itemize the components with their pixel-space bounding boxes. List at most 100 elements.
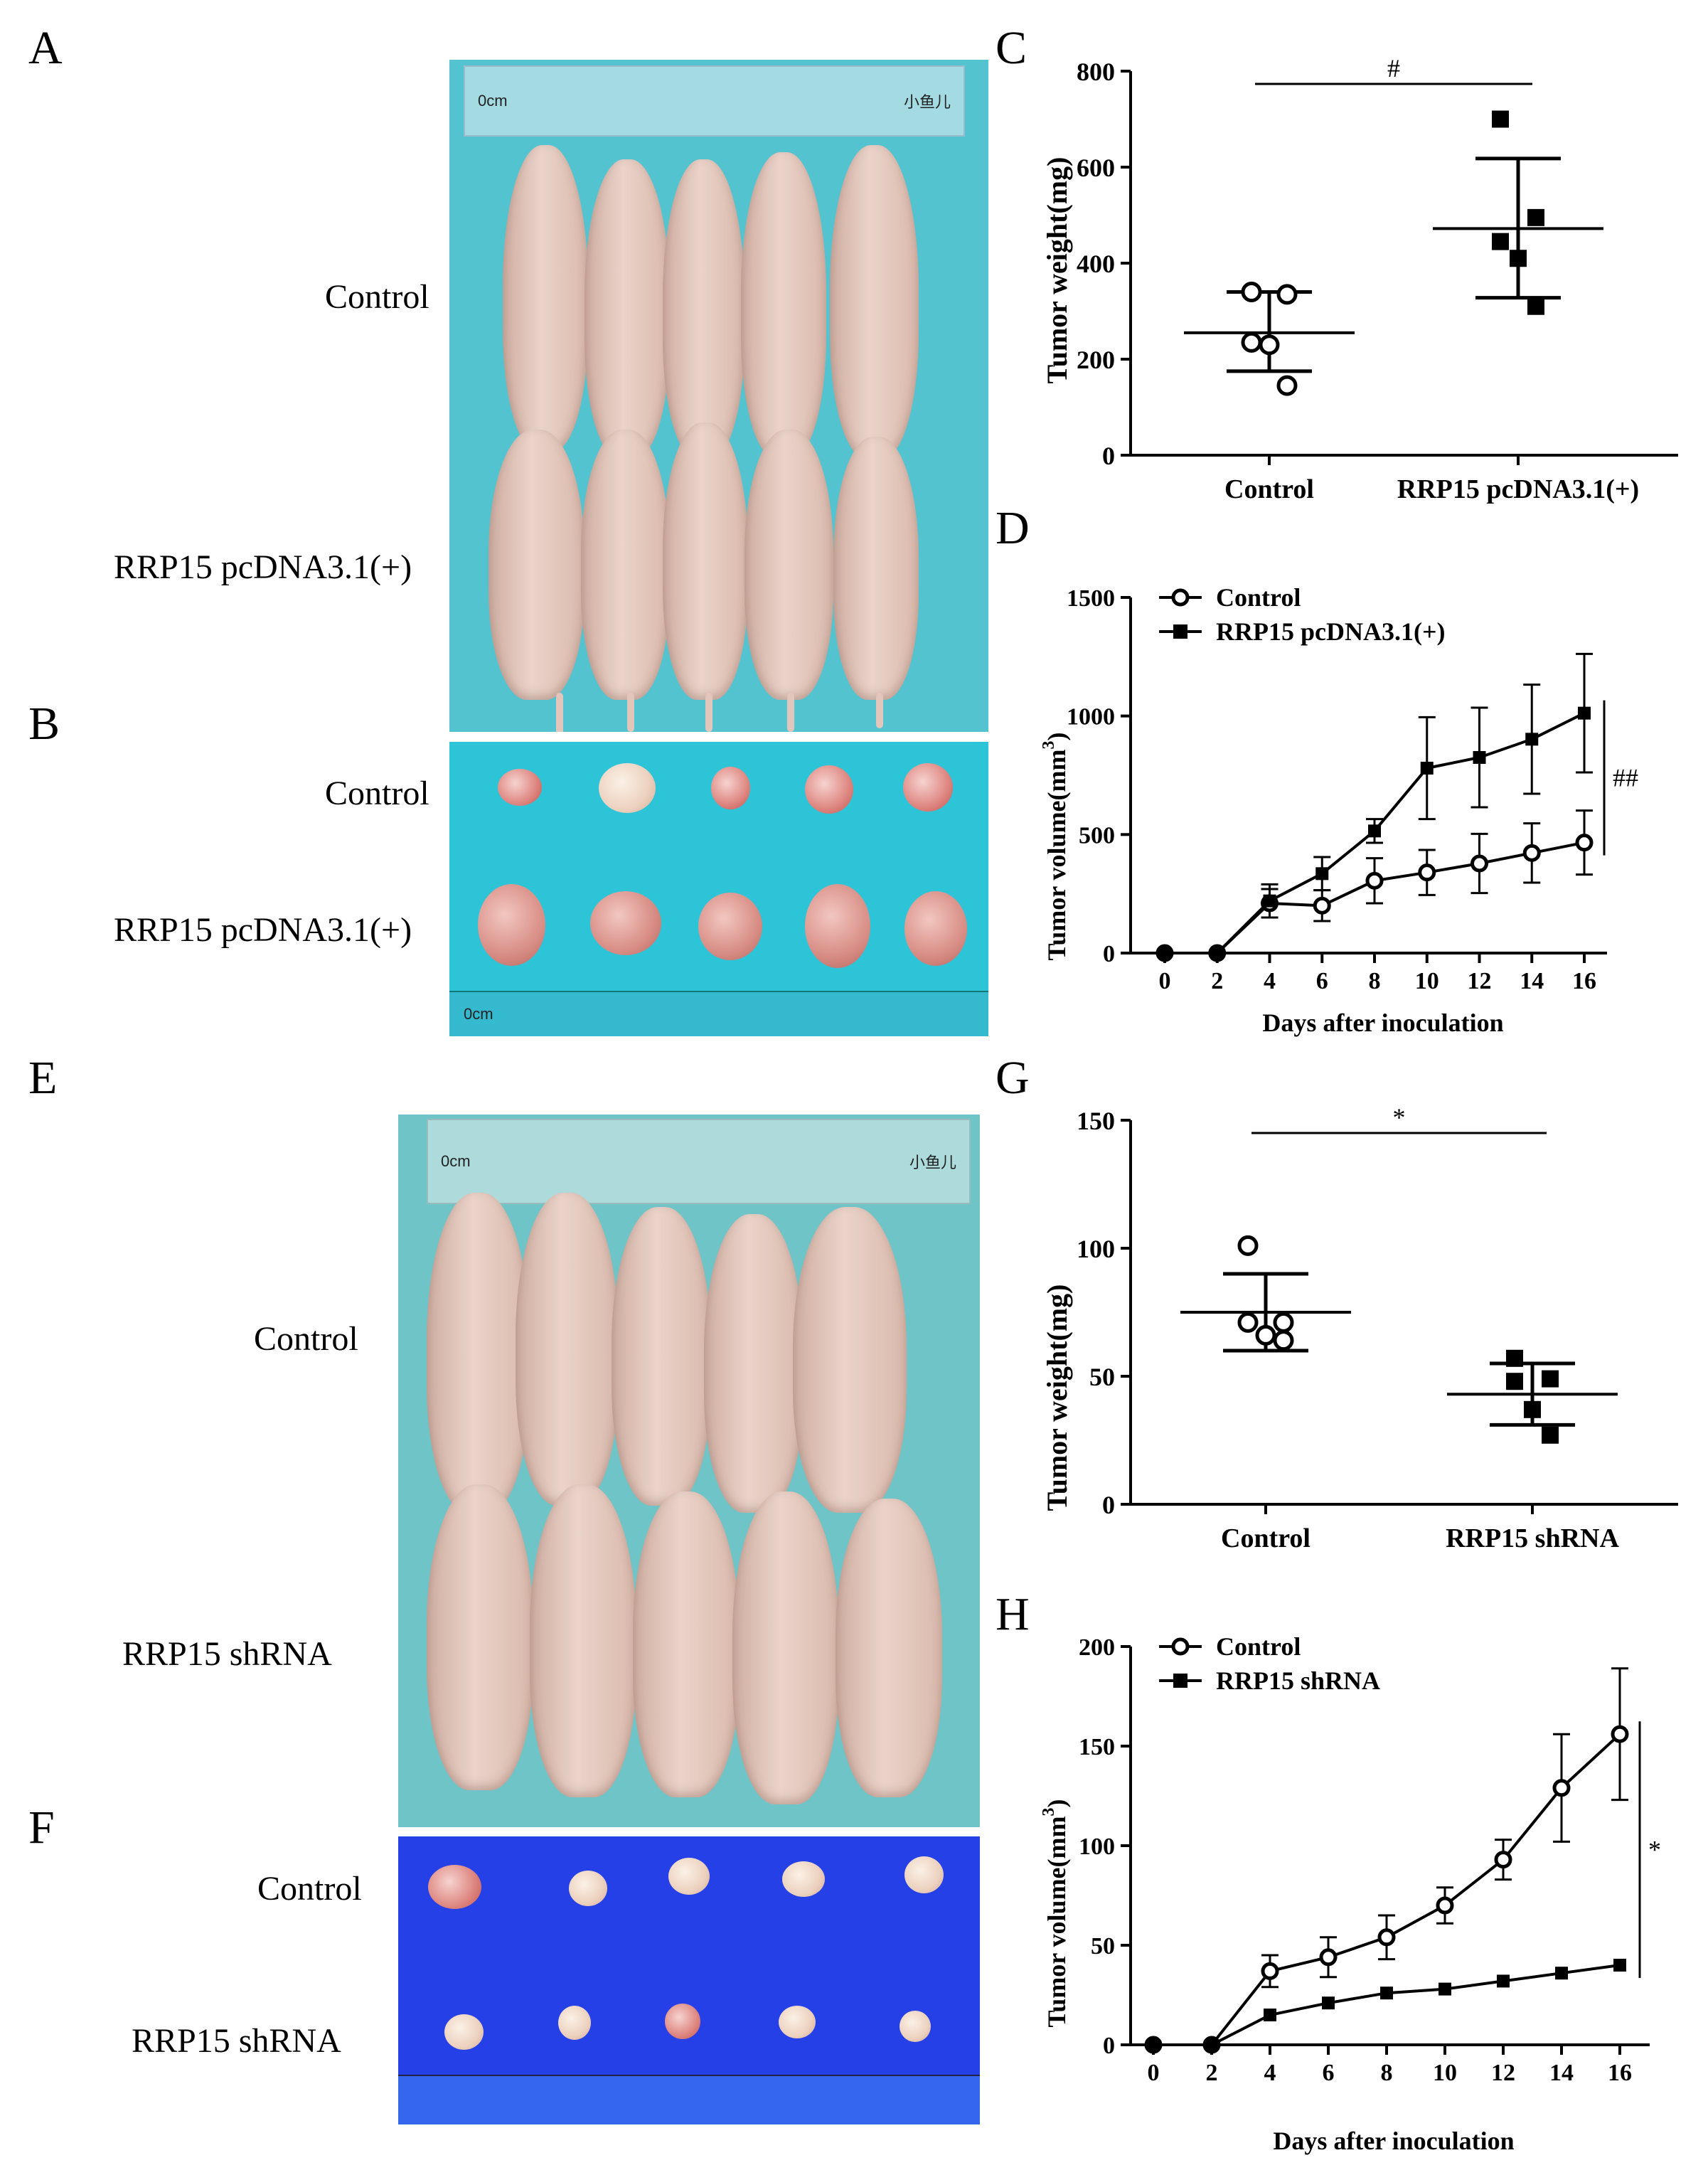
mouse — [663, 159, 744, 458]
mouse — [732, 1491, 839, 1804]
panel-letter-f: F — [28, 1802, 55, 1853]
chart-c-data-point — [1259, 334, 1280, 356]
mouse — [741, 152, 826, 458]
ruler-brand-label: 小鱼儿 — [903, 93, 951, 111]
chart-h-ylabel: Tumor volume(mm3) — [1040, 1799, 1071, 2028]
chart-d-data-point — [1420, 762, 1434, 775]
panel-letter-h: H — [996, 1588, 1030, 1640]
tumor — [498, 769, 542, 806]
chart-h-xlabel: Days after inoculation — [1273, 2127, 1514, 2155]
chart-g-data-point — [1542, 1370, 1559, 1388]
row-label-a-control: Control — [325, 278, 429, 316]
chart-d-data-point — [1471, 854, 1488, 873]
chart-d-ytick-label: 1000 — [1067, 704, 1115, 730]
chart-h-data-point — [1322, 1996, 1335, 2010]
chart-c-ytick-label: 0 — [1102, 442, 1115, 470]
tumor — [903, 763, 953, 812]
chart-d-ytick-label: 0 — [1103, 941, 1115, 967]
mouse — [704, 1214, 804, 1513]
chart-g-ytick-label: 0 — [1102, 1491, 1115, 1519]
ruler: 0cm 小鱼儿 — [427, 1119, 971, 1204]
chart-h-xtick-label: 10 — [1433, 2060, 1457, 2086]
chart-g-significance: * — [1393, 1103, 1406, 1132]
ruler-cm-label: 0cm — [464, 1005, 493, 1023]
ruler-cm-label: 0cm — [478, 92, 508, 110]
chart-d-data-point — [1418, 863, 1436, 882]
mouse — [581, 430, 670, 700]
chart-h-data-point — [1494, 1851, 1512, 1869]
chart-c-data-point — [1510, 250, 1527, 267]
mouse-tail — [787, 693, 794, 732]
chart-d-ylabel: Tumor volume(mm3) — [1040, 733, 1071, 961]
chart-h-data-point — [1205, 2038, 1218, 2051]
chart-h-data-point — [1555, 1967, 1568, 1980]
photo-mice-overexpression: 0cm 小鱼儿 — [449, 60, 988, 732]
panel-letter-g: G — [996, 1052, 1030, 1104]
chart-c-data-point — [1276, 284, 1298, 305]
chart-d-legend-marker — [1171, 588, 1190, 607]
chart-h-data-point — [1439, 1982, 1451, 1996]
chart-d-data-point — [1158, 947, 1171, 959]
chart-c-data-point — [1241, 282, 1262, 302]
mouse — [503, 145, 588, 451]
row-label-f-rrp15: RRP15 shRNA — [132, 2022, 341, 2060]
tumor — [428, 1865, 481, 1909]
chart-d-data-point — [1578, 706, 1591, 720]
panel-letter-d: D — [996, 502, 1030, 554]
mouse — [427, 1193, 530, 1513]
tumor — [711, 767, 750, 809]
chart-d-xtick-label: 10 — [1415, 968, 1439, 994]
row-label-f-control: Control — [257, 1870, 362, 1908]
chart-d-xtick-label: 12 — [1468, 968, 1492, 994]
ruler-cm-label: 0cm — [441, 1152, 471, 1170]
chart-d-data-point — [1473, 751, 1486, 764]
photo-mice-knockdown: 0cm 小鱼儿 — [398, 1115, 980, 1827]
mouse-tail — [556, 693, 563, 732]
photo-tumors-overexpression: 0cm — [449, 742, 988, 1036]
chart-g-ytick-label: 100 — [1077, 1235, 1115, 1263]
tumor — [599, 763, 656, 813]
row-label-b-control: Control — [325, 775, 429, 812]
mouse — [612, 1207, 711, 1506]
chart-d-data-point — [1210, 947, 1224, 959]
chart-g-data-point — [1506, 1349, 1523, 1367]
chart-d-tumor-volume: Tumor volume(mm3) Days after inoculation… — [1040, 583, 1638, 1037]
mouse — [836, 1499, 942, 1797]
chart-d-data-point — [1522, 844, 1541, 862]
chart-h-significance: * — [1648, 1836, 1661, 1864]
chart-g-data-point — [1542, 1426, 1559, 1444]
chart-h-legend-marker — [1173, 1674, 1187, 1688]
panel-letter-c: C — [996, 22, 1028, 74]
panel-letter-e: E — [28, 1052, 58, 1104]
chart-h-xtick-label: 8 — [1381, 2060, 1393, 2086]
chart-h-series-line — [1153, 1964, 1621, 2046]
chart-g-data-point — [1237, 1312, 1259, 1333]
mouse-tail — [705, 693, 712, 732]
chart-d-xtick-label: 16 — [1572, 968, 1596, 994]
chart-g-data-point — [1255, 1324, 1276, 1346]
chart-h-ytick-label: 200 — [1079, 1634, 1115, 1661]
chart-d-ytick-label: 1500 — [1067, 585, 1115, 612]
chart-h-data-point — [1436, 1896, 1454, 1915]
tumor — [558, 2006, 591, 2040]
chart-c-ytick-label: 800 — [1077, 58, 1115, 86]
mouse — [427, 1484, 533, 1790]
mouse — [833, 437, 919, 700]
mouse — [530, 1484, 636, 1797]
chart-h-data-point — [1261, 1962, 1279, 1980]
chart-g-data-point — [1237, 1235, 1259, 1256]
chart-h-data-point — [1613, 1959, 1626, 1972]
chart-g-category-label: Control — [1221, 1523, 1311, 1553]
chart-g-data-point — [1273, 1330, 1294, 1351]
chart-h-data-point — [1611, 1725, 1629, 1743]
chart-d-xtick-label: 4 — [1264, 968, 1276, 994]
chart-d-xtick-label: 2 — [1211, 968, 1223, 994]
chart-h-xtick-label: 2 — [1206, 2060, 1218, 2086]
tumor — [779, 2006, 816, 2038]
chart-h-xtick-label: 6 — [1323, 2060, 1335, 2086]
photo-tumors-knockdown — [398, 1836, 980, 2124]
panel-letter-b: B — [28, 698, 60, 750]
chart-g-data-point — [1524, 1400, 1541, 1418]
chart-c-data-point — [1492, 110, 1509, 128]
mouse — [830, 145, 919, 458]
